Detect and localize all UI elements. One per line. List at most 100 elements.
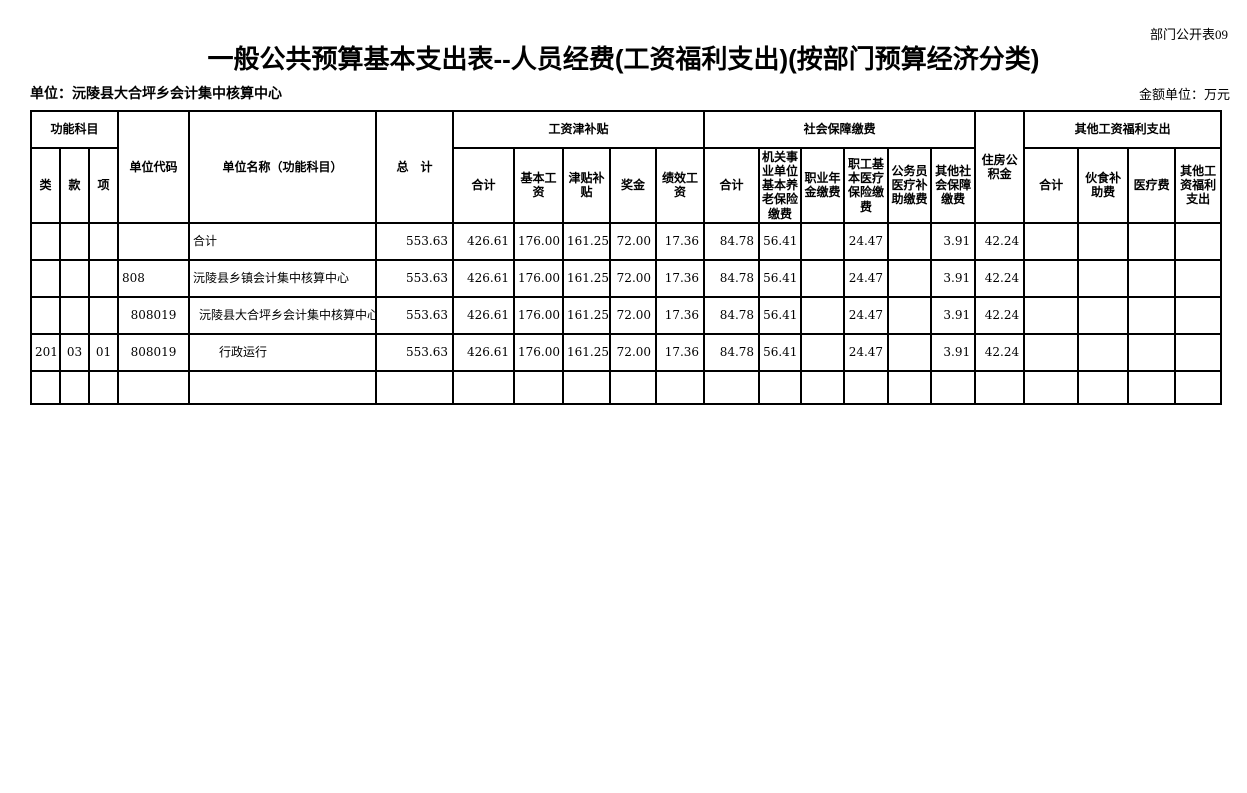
cell-kuan (59, 258, 90, 298)
cell-value: 72.00 (609, 295, 658, 335)
cell-value (1127, 295, 1177, 335)
header-social-group: 社会保障缴费 (703, 110, 977, 149)
header-allowance: 津贴补贴 (562, 147, 612, 224)
header-other-welfare: 其他工资福利支出 (1174, 147, 1223, 224)
cell-value: 3.91 (930, 258, 977, 298)
cell-value (1023, 221, 1080, 261)
header-grand-total: 总 计 (375, 110, 455, 224)
cell-value (887, 332, 933, 372)
header-func-subject: 功能科目 (29, 110, 120, 149)
cell-unit-code: 808019 (117, 295, 191, 335)
cell-value (800, 369, 846, 405)
cell-value (800, 221, 846, 261)
cell-xiang: 01 (87, 332, 120, 372)
cell-value (1077, 258, 1130, 298)
cell-unit-name: 行政运行 (188, 332, 378, 372)
cell-value: 176.00 (513, 258, 565, 298)
cell-lei: 201 (30, 332, 61, 372)
cell-value (800, 332, 846, 372)
cell-value: 72.00 (609, 258, 658, 298)
cell-unit-name: 合计 (188, 221, 378, 261)
cell-unit-name (188, 369, 378, 405)
cell-kuan (59, 295, 90, 335)
header-medical-fee: 医疗费 (1127, 147, 1177, 224)
cell-value: 161.25 (562, 295, 612, 335)
cell-value: 84.78 (703, 332, 761, 372)
cell-value (1077, 221, 1130, 261)
doc-label: 部门公开表09 (1149, 27, 1228, 42)
header-civil-servant-medical: 公务员医疗补助缴费 (887, 147, 933, 224)
cell-value: 3.91 (930, 295, 977, 335)
cell-value: 42.24 (974, 258, 1026, 298)
cell-value (655, 369, 706, 405)
cell-value (1023, 258, 1080, 298)
cell-value (1023, 369, 1080, 405)
cell-value: 553.63 (375, 258, 455, 298)
cell-value (513, 369, 565, 405)
table-row: 201 03 01 808019 行政运行 553.63 426.61 176.00 161.2… (30, 332, 1223, 372)
cell-kuan (59, 221, 90, 261)
cell-value: 161.25 (562, 221, 612, 261)
cell-unit-code: 808 (117, 258, 191, 298)
cell-value (1077, 369, 1130, 405)
cell-value (930, 369, 977, 405)
amount-unit-label: 金额单位：万元 (1138, 87, 1230, 102)
cell-unit-name: 沅陵县乡镇会计集中核算中心 (188, 258, 378, 298)
header-annuity-contribution: 职业年金缴费 (800, 147, 846, 224)
cell-unit-code: 808019 (117, 332, 191, 372)
cell-xiang (87, 258, 120, 298)
cell-value (1174, 332, 1223, 372)
cell-lei (30, 221, 61, 261)
cell-value (1174, 369, 1223, 405)
header-pension-contribution: 机关事业单位基本养老保险缴费 (758, 147, 803, 224)
header-lei: 类 (30, 147, 61, 224)
table-row: 合计 553.63 426.61 176.00 161.25 72.00 17.36 84.7… (30, 221, 1223, 261)
table-row: 808019 沅陵县大合坪乡会计集中核算中心 553.63 426.61 176.00 1… (30, 295, 1223, 335)
cell-xiang (87, 369, 120, 405)
header-row-columns: 类 款 项 合计 基本工资 津贴补贴 奖金 绩效工资 合计 机关事业单位基本养老… (30, 147, 1223, 224)
cell-value: 84.78 (703, 258, 761, 298)
cell-value (887, 221, 933, 261)
cell-lei (30, 258, 61, 298)
cell-value: 56.41 (758, 295, 803, 335)
header-row-groups: 功能科目 单位代码 单位名称（功能科目） 总 计 工资津补贴 社会保障缴费 住房… (29, 110, 1223, 224)
header-housing-fund: 住房公积金 (974, 110, 1026, 224)
cell-value: 24.47 (843, 332, 890, 372)
cell-value: 176.00 (513, 221, 565, 261)
cell-kuan (59, 369, 90, 405)
cell-value: 161.25 (562, 258, 612, 298)
cell-value (800, 295, 846, 335)
cell-lei (30, 295, 61, 335)
cell-xiang (87, 221, 120, 261)
cell-value (1127, 369, 1177, 405)
header-salary-total: 合计 (452, 147, 516, 224)
header-performance-salary: 绩效工资 (655, 147, 706, 224)
cell-value (887, 258, 933, 298)
header-other-group: 其他工资福利支出 (1023, 110, 1223, 149)
cell-value (452, 369, 516, 405)
cell-lei (30, 369, 61, 405)
meta-row: 单位：沅陵县大合坪乡会计集中核算中心 金额单位：万元 (30, 83, 1230, 103)
cell-value: 553.63 (375, 295, 455, 335)
cell-value: 553.63 (375, 332, 455, 372)
cell-value (562, 369, 612, 405)
cell-value (703, 369, 761, 405)
header-meal-subsidy: 伙食补助费 (1077, 147, 1130, 224)
cell-value (1127, 332, 1177, 372)
header-unit-name: 单位名称（功能科目） (188, 110, 378, 224)
cell-value (843, 369, 890, 405)
cell-value: 426.61 (452, 295, 516, 335)
cell-value: 42.24 (974, 295, 1026, 335)
cell-value: 56.41 (758, 258, 803, 298)
header-salary-group: 工资津补贴 (452, 110, 706, 149)
header-bonus: 奖金 (609, 147, 658, 224)
cell-value (1174, 295, 1223, 335)
header-unit-code: 单位代码 (117, 110, 191, 224)
cell-value (1127, 258, 1177, 298)
cell-value: 24.47 (843, 221, 890, 261)
cell-value (1127, 221, 1177, 261)
header-other-total: 合计 (1023, 147, 1080, 224)
header-basic-salary: 基本工资 (513, 147, 565, 224)
cell-value: 72.00 (609, 332, 658, 372)
